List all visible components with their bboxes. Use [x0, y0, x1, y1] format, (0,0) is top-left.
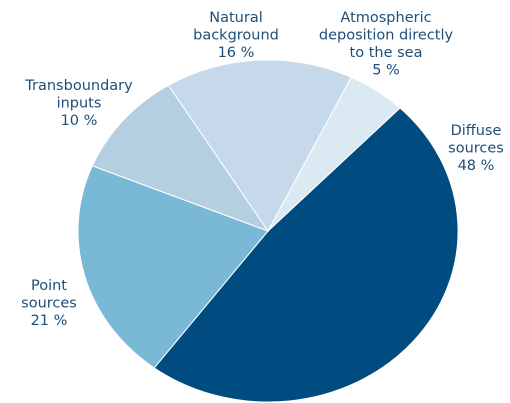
pie-slice-3 — [91, 84, 270, 233]
slice-label-line: Transboundary — [24, 78, 133, 94]
slice-value: 10 % — [61, 113, 98, 129]
slice-label-line: Point — [31, 278, 67, 294]
pie-slices — [77, 59, 459, 403]
pie-slice-2 — [77, 165, 269, 369]
slice-label-5: Atmospheric deposition directly to the sea… — [319, 10, 454, 79]
slice-label-3: Transboundary inputs 10 % — [24, 78, 133, 129]
slice-label-line: Atmospheric — [340, 10, 431, 26]
slice-label-line: Natural — [209, 10, 262, 26]
slice-label-1: Diffuse sources 48 % — [448, 123, 504, 174]
slice-label-line: deposition directly — [319, 28, 454, 44]
slice-label-line: to the sea — [350, 45, 423, 61]
slice-value: 5 % — [372, 63, 400, 79]
slice-label-4: Natural background 16 % — [193, 10, 279, 61]
pie-slice-5 — [267, 76, 401, 232]
slice-label-line: sources — [21, 296, 77, 312]
pie-slice-4 — [167, 59, 352, 232]
slice-label-line: background — [193, 28, 279, 44]
pie-slice-1 — [153, 107, 459, 403]
slice-value: 48 % — [458, 158, 495, 174]
slice-label-line: inputs — [57, 96, 102, 112]
pie-labels: Diffuse sources 48 %Point sources 21 %Transb… — [21, 10, 504, 329]
slice-label-2: Point sources 21 % — [21, 278, 77, 329]
slice-value: 21 % — [31, 313, 68, 329]
slice-value: 16 % — [218, 45, 255, 61]
slice-label-line: sources — [448, 141, 504, 157]
slice-label-line: Diffuse — [451, 123, 502, 139]
